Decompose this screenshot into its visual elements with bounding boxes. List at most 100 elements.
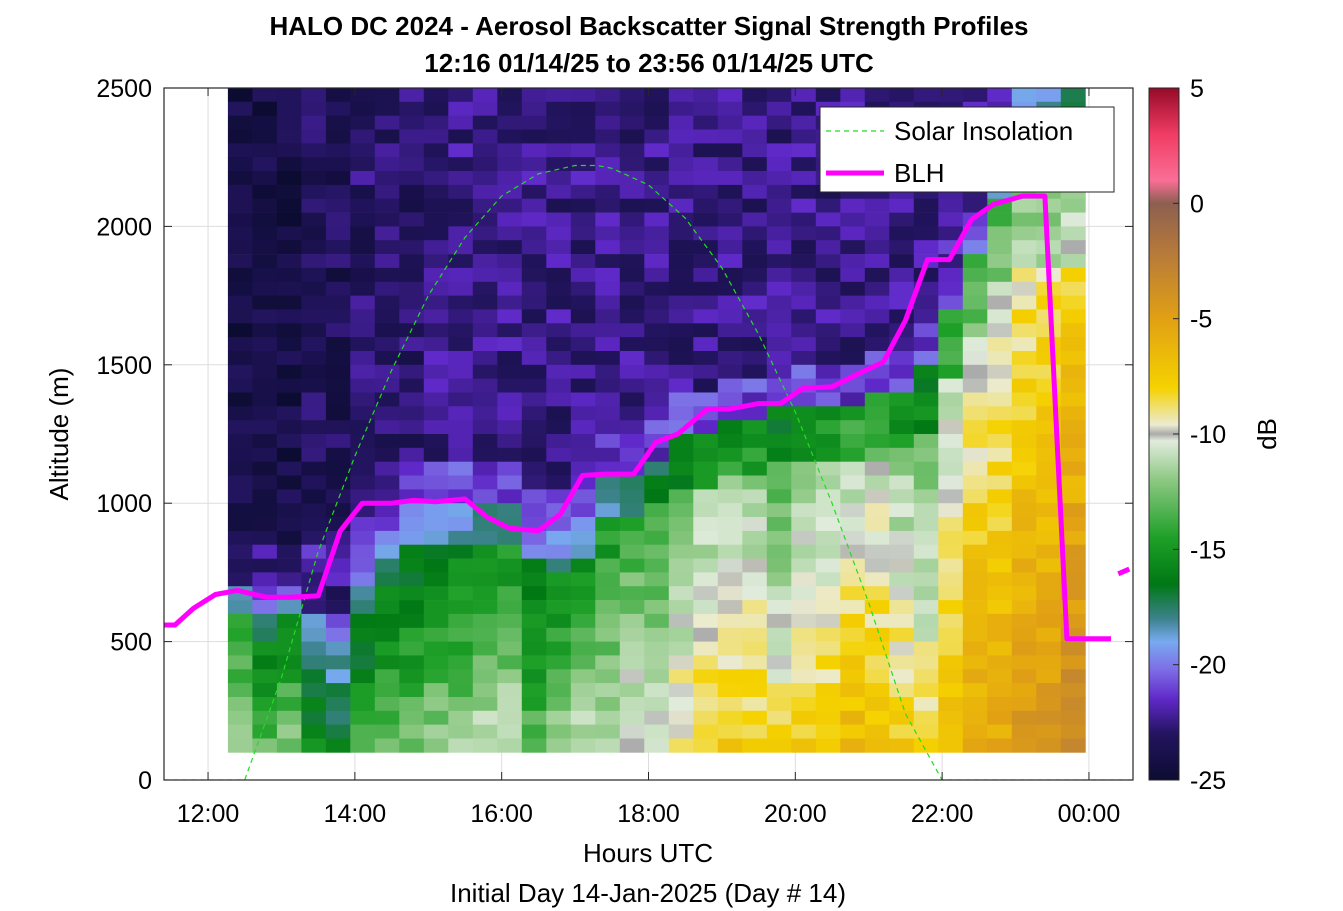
heatmap-cell (840, 240, 866, 255)
heatmap-cell (423, 517, 449, 532)
heatmap-cell (546, 420, 572, 435)
heatmap-cell (325, 101, 351, 116)
heatmap-cell (227, 101, 253, 116)
heatmap-cell (423, 129, 449, 144)
heatmap-cell (619, 503, 645, 518)
heatmap-cell (717, 558, 743, 573)
heatmap-cell (1011, 655, 1037, 670)
heatmap-cell (546, 406, 572, 421)
heatmap-cell (227, 364, 253, 379)
heatmap-cell (227, 738, 253, 753)
heatmap-cell (252, 503, 278, 518)
heatmap-cell (742, 254, 768, 269)
heatmap-cell (448, 710, 474, 725)
heatmap-cell (1011, 198, 1037, 213)
heatmap-cell (1036, 613, 1062, 629)
heatmap-cell (766, 461, 792, 476)
heatmap-cell (252, 420, 278, 435)
heatmap-cell (1011, 226, 1037, 241)
heatmap-cell (423, 212, 449, 227)
heatmap-cell (276, 710, 302, 725)
heatmap-cell (399, 184, 425, 200)
heatmap-cell (252, 101, 278, 116)
heatmap-cell (913, 558, 939, 573)
heatmap-cell (791, 572, 817, 587)
heatmap-cell (889, 724, 915, 739)
heatmap-cell (497, 572, 523, 587)
heatmap-cell (423, 627, 449, 642)
heatmap-cell (546, 572, 572, 587)
heatmap-cell (791, 420, 817, 435)
heatmap-cell (987, 461, 1013, 476)
heatmap-cell (840, 517, 866, 532)
heatmap-cell (619, 613, 645, 629)
heatmap-cell (766, 184, 792, 200)
heatmap-cell (668, 517, 694, 532)
heatmap-cell (325, 600, 351, 615)
heatmap-cell (913, 710, 939, 725)
heatmap-cell (619, 724, 645, 739)
heatmap-cell (252, 171, 278, 186)
heatmap-cell (399, 88, 425, 103)
heatmap-cell (668, 88, 694, 103)
heatmap-cell (595, 295, 621, 310)
heatmap-cell (350, 434, 376, 449)
heatmap-cell (791, 392, 817, 407)
heatmap-cell (325, 295, 351, 310)
heatmap-cell (717, 544, 743, 559)
heatmap-cell (742, 157, 768, 172)
heatmap-cell (962, 544, 988, 559)
heatmap-cell (791, 434, 817, 449)
heatmap-cell (742, 309, 768, 324)
heatmap-cell (276, 517, 302, 532)
heatmap-cell (693, 171, 719, 186)
heatmap-cell (1060, 309, 1086, 324)
heatmap-cell (1036, 738, 1062, 753)
heatmap-cell (276, 101, 302, 116)
heatmap-cell (423, 364, 449, 379)
heatmap-cell (521, 710, 547, 725)
heatmap-cell (742, 420, 768, 435)
heatmap-cell (399, 434, 425, 449)
heatmap-cell (987, 489, 1013, 504)
heatmap-cell (252, 738, 278, 753)
heatmap-cell (644, 309, 670, 324)
heatmap-cell (644, 281, 670, 296)
heatmap-cell (276, 212, 302, 227)
chart-subtitle: 12:16 01/14/25 to 23:56 01/14/25 UTC (424, 48, 874, 78)
heatmap-cell (595, 738, 621, 753)
heatmap-cell (938, 627, 964, 642)
heatmap-cell (472, 613, 498, 629)
heatmap-cell (668, 710, 694, 725)
heatmap-cell (619, 669, 645, 684)
heatmap-cell (497, 503, 523, 518)
heatmap-cell (889, 503, 915, 518)
heatmap-cell (276, 351, 302, 366)
heatmap-cell (423, 406, 449, 421)
heatmap-cell (472, 475, 498, 490)
heatmap-cell (791, 544, 817, 559)
heatmap-cell (227, 641, 253, 656)
heatmap-cell (374, 392, 400, 407)
heatmap-cell (472, 558, 498, 573)
heatmap-cell (815, 475, 841, 490)
heatmap-cell (1011, 641, 1037, 656)
heatmap-cell (423, 669, 449, 684)
heatmap-cell (815, 392, 841, 407)
heatmap-cell (913, 586, 939, 601)
heatmap-cell (350, 586, 376, 601)
heatmap-cell (962, 641, 988, 656)
heatmap-cell (840, 641, 866, 656)
heatmap-cell (252, 558, 278, 573)
heatmap-cell (472, 697, 498, 712)
heatmap-cell (938, 364, 964, 379)
heatmap-cell (399, 558, 425, 573)
heatmap-cell (546, 184, 572, 200)
heatmap-cell (840, 683, 866, 698)
heatmap-cell (448, 337, 474, 352)
heatmap-cell (521, 226, 547, 241)
heatmap-cell (668, 212, 694, 227)
heatmap-cell (889, 558, 915, 573)
heatmap-cell (227, 129, 253, 144)
heatmap-cell (374, 461, 400, 476)
